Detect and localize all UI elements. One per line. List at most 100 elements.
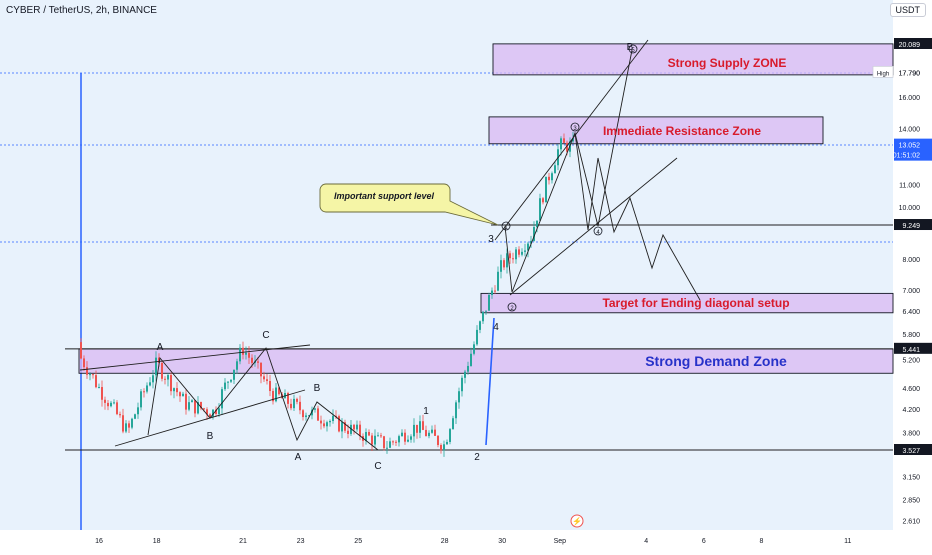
wave-label-c2: C	[374, 461, 381, 472]
candle-body	[371, 435, 373, 445]
candle-body	[566, 142, 568, 152]
price-labels: 20.089 17.790 High 13.052 01:51:02 9.249 5.441…	[872, 38, 932, 455]
candle-body	[488, 295, 490, 311]
candle-body	[353, 424, 355, 430]
candle-body	[386, 447, 388, 449]
candle-body	[422, 421, 424, 430]
candle-body	[230, 379, 232, 382]
candle-body	[476, 329, 478, 345]
x-tick-label: 16	[95, 538, 103, 545]
candle-body	[164, 378, 166, 380]
candle-body	[302, 410, 304, 418]
candle-body	[335, 415, 337, 417]
zones-layer	[78, 43, 894, 374]
y-tick-label: 16.000	[899, 95, 921, 102]
candle-body	[461, 377, 463, 392]
candle-body	[218, 408, 220, 414]
candle-body	[518, 249, 520, 255]
candle-body	[455, 402, 457, 419]
candle-body	[533, 227, 535, 241]
candle-body	[89, 374, 91, 376]
candle-body	[506, 253, 508, 268]
candle-body	[215, 409, 217, 414]
candle-body	[146, 385, 148, 392]
candle-body	[140, 391, 142, 408]
candle-body	[413, 424, 415, 437]
candle-body	[395, 441, 397, 443]
candle-body	[305, 415, 307, 418]
wave-label-1: 1	[423, 406, 429, 417]
candle-body	[287, 392, 289, 404]
candle-body	[416, 424, 418, 433]
candle-body	[338, 416, 340, 432]
candle-body	[536, 220, 538, 228]
candle-body	[182, 393, 184, 397]
candle-body	[296, 398, 298, 402]
candle-body	[548, 176, 550, 181]
candle-body	[86, 367, 88, 375]
candle-body	[122, 415, 124, 432]
candle-body	[275, 387, 277, 402]
candle-body	[389, 441, 391, 448]
wave-label-4: 4	[493, 322, 499, 333]
candle-body	[467, 365, 469, 372]
candle-body	[383, 436, 385, 449]
event-marker[interactable]: ⚡	[570, 514, 584, 528]
circle-5-ring	[628, 44, 638, 54]
candle-body	[407, 439, 409, 442]
candle-body	[224, 382, 226, 390]
circled-label-4: 4	[593, 226, 603, 236]
candle-body	[317, 408, 319, 421]
candle-body	[494, 290, 496, 292]
candle-body	[503, 260, 505, 268]
candle-body	[155, 357, 157, 376]
support-callout: Important support level	[319, 183, 499, 226]
circle-3-ring	[570, 122, 580, 132]
price-label-2: 13.052	[899, 143, 921, 150]
y-tick-label: 3.800	[902, 431, 920, 438]
y-tick-label: 4.600	[902, 386, 920, 393]
price-label-bg-2	[894, 138, 932, 161]
candle-body	[107, 402, 109, 407]
y-tick-label: 7.000	[902, 288, 920, 295]
candle-body	[209, 414, 211, 417]
candle-body	[227, 381, 229, 383]
price-label-0: 20.089	[899, 42, 921, 49]
candle-body	[347, 430, 349, 434]
candle-body	[377, 435, 379, 437]
candle-body	[530, 240, 532, 244]
price-label-bg-5	[894, 444, 932, 455]
x-tick-label: 18	[153, 538, 161, 545]
callout-text: Important support level	[334, 191, 435, 201]
time-axis[interactable]: 16 18 21 23 25 28 30 Sep 4 6 8 11	[95, 538, 851, 545]
candle-body	[173, 388, 175, 392]
price-label-4: 5.441	[902, 347, 920, 354]
candle-body	[269, 381, 271, 392]
circle-3-text: 3	[573, 126, 577, 132]
candle-body	[515, 249, 517, 260]
candle-body	[452, 418, 454, 430]
x-tick-label: 4	[644, 538, 648, 545]
candle-body	[500, 260, 502, 272]
candle-body	[299, 401, 301, 411]
candle-body	[293, 398, 295, 409]
y-tick-label: 10.000	[899, 205, 921, 212]
y-tick-label: 3.150	[902, 474, 920, 481]
candle-body	[410, 436, 412, 440]
x-tick-label: 8	[759, 538, 763, 545]
currency-button[interactable]: USDT	[889, 3, 926, 17]
circled-label-1: 1	[501, 221, 511, 231]
wave-label-b1: B	[207, 431, 214, 442]
candle-body	[440, 445, 442, 451]
lightning-icon: ⚡	[572, 516, 582, 526]
candle-body	[242, 347, 244, 355]
candle-body	[308, 415, 310, 417]
candle-body	[278, 387, 280, 395]
candle-body	[125, 423, 127, 432]
candle-body	[425, 429, 427, 437]
candle-body	[359, 424, 361, 437]
wave-abc-left	[147, 347, 379, 451]
candle-body	[176, 388, 178, 393]
